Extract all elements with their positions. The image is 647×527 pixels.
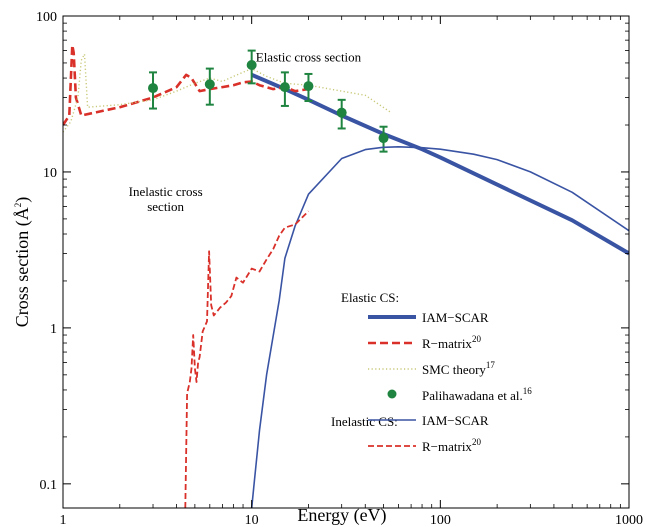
series-line — [250, 146, 629, 508]
legend-label: IAM−SCAR — [422, 413, 489, 428]
legend-label-text: IAM−SCAR — [422, 310, 489, 325]
data-point — [148, 83, 159, 94]
x-tick-label: 1000 — [615, 513, 643, 527]
legend-label: Palihawadana et al.16 — [422, 386, 532, 403]
y-tick-label: 0.1 — [40, 478, 58, 493]
chart-annotation: section — [147, 199, 184, 214]
legend-label: SMC theory17 — [422, 360, 495, 377]
legend-inelastic-header: Inelastic CS: — [331, 414, 398, 429]
legend-label-ref: 16 — [523, 386, 533, 396]
series-line — [250, 72, 629, 256]
series-elastic-3 — [148, 49, 389, 153]
legend-label: IAM−SCAR — [422, 310, 489, 325]
y-tick-label: 10 — [43, 166, 57, 181]
legend-elastic-header: Elastic CS: — [341, 290, 399, 305]
y-axis-title-main: Cross section (Å — [12, 207, 33, 327]
series-line — [184, 210, 310, 508]
legend-label-ref: 17 — [486, 360, 496, 370]
legend-label-text: Palihawadana et al. — [422, 388, 523, 403]
series-elastic-0 — [250, 72, 629, 256]
series-inelastic-4 — [250, 146, 629, 508]
series-line — [63, 43, 309, 126]
y-tick-label: 1 — [50, 322, 57, 337]
x-tick-label: 10 — [245, 513, 259, 527]
x-tick-label: 100 — [430, 513, 451, 527]
data-point — [246, 60, 257, 71]
legend-label-text: SMC theory — [422, 362, 486, 377]
data-point — [204, 79, 215, 90]
plot-frame — [62, 15, 630, 509]
legend-label: R−matrix20 — [422, 334, 481, 351]
series-elastic-1 — [63, 43, 309, 126]
x-axis-title: Energy (eV) — [297, 505, 386, 526]
data-point — [336, 107, 347, 118]
legend: Elastic CS: Inelastic CS: IAM−SCAR R−matr… — [331, 290, 532, 454]
data-point — [303, 81, 314, 92]
data-point — [279, 82, 290, 93]
y-tick-label: 100 — [36, 10, 57, 25]
y-axis-title: Cross section (Å2) — [12, 197, 33, 328]
series-inelastic-5 — [184, 210, 310, 508]
legend-label-text: IAM−SCAR — [422, 413, 489, 428]
data-point — [378, 133, 389, 144]
chart-annotation: Inelastic cross — [129, 184, 203, 199]
y-axis-title-sup: 2 — [13, 203, 23, 208]
y-axis-title-close: ) — [12, 197, 33, 203]
legend-marker — [387, 389, 397, 399]
legend-label-text: R−matrix — [422, 439, 472, 454]
legend-label-ref: 20 — [472, 437, 482, 447]
legend-label-ref: 20 — [472, 334, 482, 344]
x-tick-label: 1 — [60, 513, 67, 527]
chart-annotation: Elastic cross section — [256, 50, 362, 65]
legend-label-text: R−matrix — [422, 336, 472, 351]
legend-label: R−matrix20 — [422, 437, 481, 454]
